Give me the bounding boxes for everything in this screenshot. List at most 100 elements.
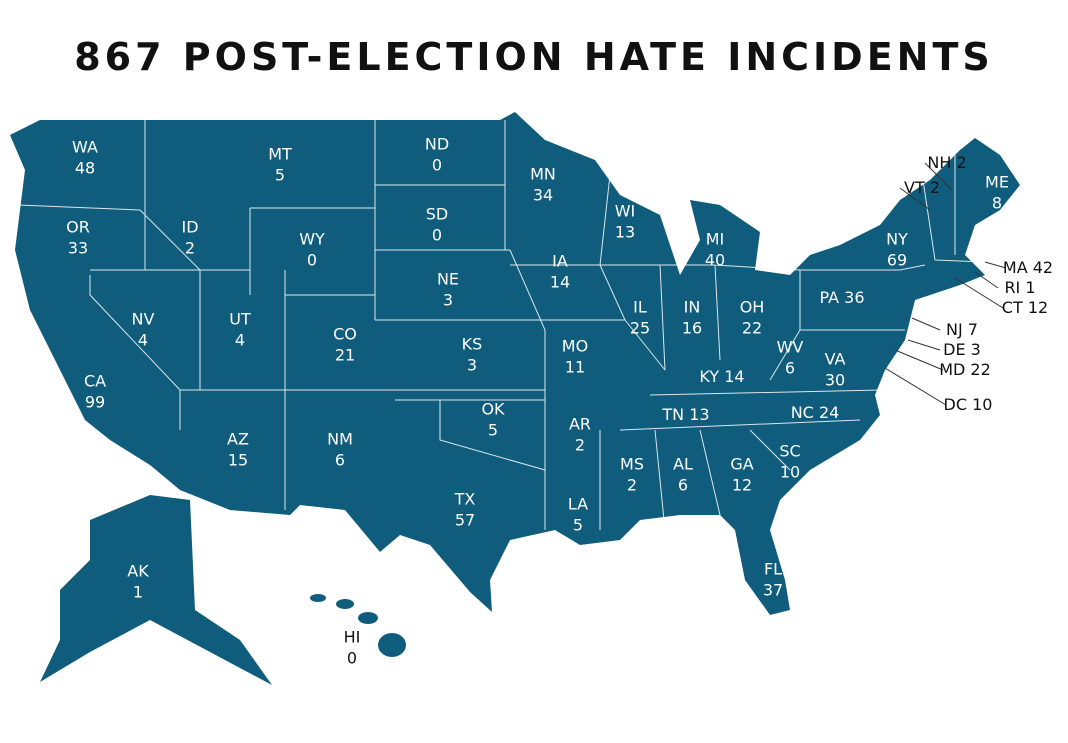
state-count: 13 bbox=[615, 223, 635, 242]
leader-line bbox=[924, 162, 953, 191]
leader-line bbox=[884, 367, 947, 406]
state-label: NC 24 bbox=[791, 403, 840, 422]
state-count: 2 bbox=[185, 239, 195, 258]
state-abbr: NY bbox=[886, 230, 908, 249]
state-abbr: ID bbox=[181, 218, 198, 237]
state-count: 7 bbox=[968, 320, 978, 339]
state-label: MD 22 bbox=[939, 360, 991, 379]
state-count: 99 bbox=[85, 393, 105, 412]
state-label: VT 2 bbox=[904, 178, 940, 197]
state-label: NJ 7 bbox=[946, 320, 978, 339]
state-abbr: IN bbox=[684, 298, 701, 317]
state-abbr: MO bbox=[562, 337, 588, 356]
state-count: 69 bbox=[887, 251, 907, 270]
state-abbr: LA bbox=[568, 495, 588, 514]
leader-line bbox=[899, 187, 931, 211]
state-count: 21 bbox=[335, 346, 355, 365]
state-count: 22 bbox=[742, 319, 762, 338]
state-abbr: SD bbox=[426, 205, 448, 224]
leader-line bbox=[911, 317, 941, 331]
state-count: 0 bbox=[432, 156, 442, 175]
state-abbr: MD bbox=[939, 360, 965, 379]
map-title: 867 POST-ELECTION HATE INCIDENTS bbox=[74, 35, 994, 79]
state-abbr: UT bbox=[229, 310, 251, 329]
state-abbr: OR bbox=[66, 218, 90, 237]
state-abbr: WV bbox=[777, 338, 804, 357]
state-count: 48 bbox=[75, 159, 95, 178]
state-count: 10 bbox=[972, 395, 992, 414]
state-count: 1 bbox=[133, 583, 143, 602]
state-abbr: NC bbox=[791, 403, 814, 422]
state-count: 33 bbox=[68, 239, 88, 258]
state-count: 3 bbox=[443, 291, 453, 310]
state-count: 8 bbox=[992, 194, 1002, 213]
state-count: 22 bbox=[970, 360, 990, 379]
hawaii bbox=[310, 594, 406, 657]
state-abbr: FL bbox=[764, 560, 782, 579]
state-label: CT 12 bbox=[1002, 298, 1048, 317]
state-count: 30 bbox=[825, 371, 845, 390]
state-count: 5 bbox=[573, 516, 583, 535]
state-count: 11 bbox=[565, 358, 585, 377]
state-abbr: IL bbox=[633, 298, 647, 317]
state-abbr: DC bbox=[944, 395, 968, 414]
state-abbr: HI bbox=[344, 628, 361, 647]
state-count: 0 bbox=[307, 251, 317, 270]
state-label: RI 1 bbox=[1004, 278, 1035, 297]
state-abbr: NV bbox=[132, 310, 155, 329]
state-count: 37 bbox=[763, 581, 783, 600]
state-abbr: OH bbox=[740, 298, 765, 317]
us-landmass bbox=[10, 112, 1020, 685]
state-count: 2 bbox=[956, 153, 966, 172]
state-label: DC 10 bbox=[944, 395, 993, 414]
state-abbr: DE bbox=[943, 340, 965, 359]
island bbox=[310, 594, 326, 602]
state-count: 34 bbox=[533, 186, 553, 205]
state-abbr: AR bbox=[569, 415, 591, 434]
state-count: 2 bbox=[575, 436, 585, 455]
state-abbr: IA bbox=[552, 252, 568, 271]
state-count: 25 bbox=[630, 319, 650, 338]
state-abbr: WI bbox=[615, 202, 636, 221]
state-abbr: CT bbox=[1002, 298, 1023, 317]
state-abbr: AZ bbox=[227, 430, 249, 449]
leader-line bbox=[954, 277, 1004, 309]
state-count: 15 bbox=[228, 451, 248, 470]
state-abbr: NJ bbox=[946, 320, 963, 339]
state-abbr: KY bbox=[699, 367, 719, 386]
state-count: 57 bbox=[455, 511, 475, 530]
state-count: 10 bbox=[780, 463, 800, 482]
state-count: 5 bbox=[488, 421, 498, 440]
state-abbr: NH bbox=[927, 153, 951, 172]
state-abbr: MT bbox=[268, 145, 292, 164]
state-abbr: RI bbox=[1004, 278, 1020, 297]
state-count: 12 bbox=[1028, 298, 1048, 317]
state-label: NH 2 bbox=[927, 153, 966, 172]
state-abbr: MI bbox=[706, 230, 725, 249]
state-count: 36 bbox=[844, 288, 864, 307]
state-abbr: CA bbox=[84, 372, 106, 391]
state-count: 16 bbox=[682, 319, 702, 338]
state-abbr: VA bbox=[825, 350, 846, 369]
state-count: 6 bbox=[785, 359, 795, 378]
state-count: 2 bbox=[930, 178, 940, 197]
state-abbr: TX bbox=[454, 490, 476, 509]
state-label: DE 3 bbox=[943, 340, 981, 359]
state-count: 4 bbox=[235, 331, 245, 350]
island bbox=[336, 599, 354, 609]
state-abbr: OK bbox=[481, 400, 505, 419]
state-count: 6 bbox=[335, 451, 345, 470]
state-abbr: NM bbox=[327, 430, 353, 449]
state-count: 0 bbox=[347, 649, 357, 668]
state-abbr: MA bbox=[1003, 258, 1028, 277]
contiguous-us bbox=[10, 112, 1020, 615]
state-label: MA 42 bbox=[1003, 258, 1053, 277]
state-abbr: WA bbox=[72, 138, 98, 157]
island bbox=[378, 633, 406, 657]
state-abbr: CO bbox=[333, 325, 357, 344]
state-count: 3 bbox=[467, 356, 477, 375]
state-count: 3 bbox=[971, 340, 981, 359]
state-abbr: NE bbox=[437, 270, 459, 289]
